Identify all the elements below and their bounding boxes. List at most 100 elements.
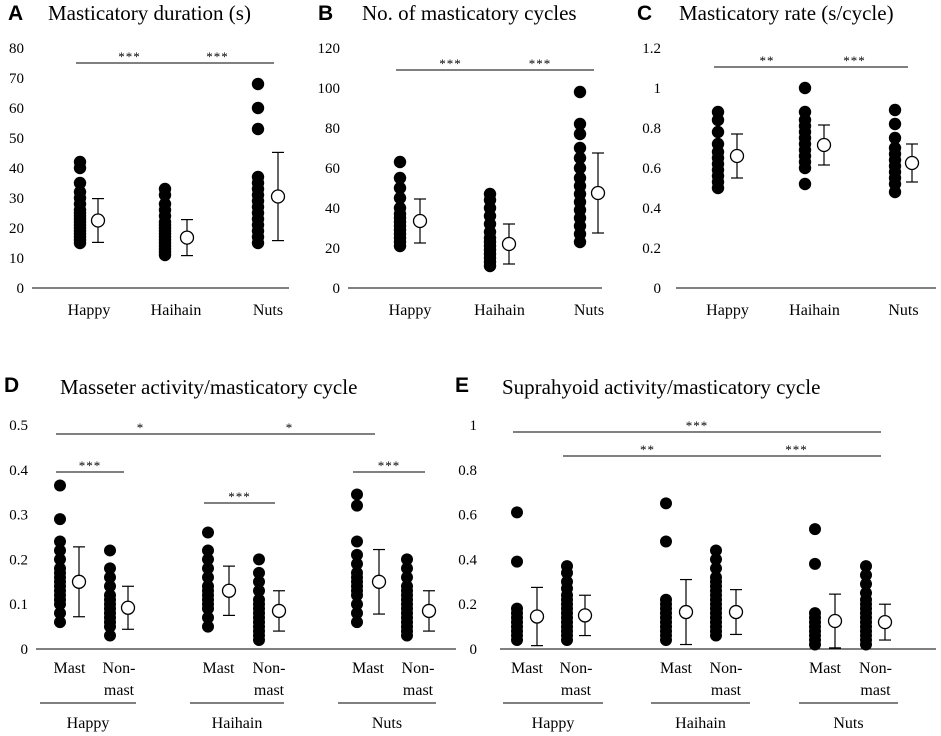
data-point bbox=[711, 105, 725, 119]
category-label: Non-mast bbox=[103, 660, 136, 699]
y-tick-label: 0.2 bbox=[642, 241, 661, 257]
data-point bbox=[711, 137, 725, 151]
data-point bbox=[401, 571, 413, 584]
significance-label: *** bbox=[206, 49, 229, 64]
category-label-line: Non- bbox=[103, 660, 136, 677]
data-point bbox=[351, 598, 363, 611]
data-point bbox=[860, 578, 872, 591]
data-point bbox=[351, 607, 363, 620]
mean-marker bbox=[421, 603, 437, 619]
data-point bbox=[351, 557, 363, 570]
mean-marker bbox=[179, 230, 195, 245]
data-point bbox=[888, 131, 902, 145]
mean-marker bbox=[412, 213, 428, 229]
y-tick-label: 0 bbox=[21, 642, 29, 658]
category-label: Haihain bbox=[474, 302, 525, 319]
mean-marker bbox=[577, 608, 593, 623]
y-tick-label: 0.6 bbox=[458, 508, 477, 524]
panel-label: D bbox=[4, 374, 19, 397]
data-point bbox=[73, 155, 87, 169]
data-point bbox=[73, 185, 87, 199]
y-tick-label: 1 bbox=[654, 81, 662, 97]
mean-marker bbox=[90, 213, 106, 228]
category-label: Mast bbox=[660, 660, 693, 677]
data-point bbox=[351, 616, 363, 629]
y-tick-label: 0 bbox=[654, 281, 662, 297]
data-point bbox=[573, 141, 587, 155]
data-point bbox=[202, 611, 214, 624]
data-point bbox=[401, 562, 413, 575]
data-point bbox=[660, 593, 672, 606]
y-tick-label: 1.2 bbox=[642, 41, 661, 57]
significance-label: * bbox=[286, 420, 294, 435]
category-label: Happy bbox=[706, 302, 749, 319]
category-label-line: Mast bbox=[809, 660, 842, 677]
data-point bbox=[860, 587, 872, 599]
category-label-line: Nuts bbox=[574, 302, 604, 319]
data-point bbox=[860, 569, 872, 582]
mean-marker bbox=[827, 613, 843, 629]
group-label: Nuts bbox=[372, 715, 402, 732]
category-label-line: mast bbox=[104, 682, 135, 699]
significance-label: *** bbox=[529, 56, 552, 71]
category-label-line: Non- bbox=[402, 660, 435, 677]
y-tick-label: 20 bbox=[9, 221, 24, 237]
category-label: Nuts bbox=[574, 302, 604, 319]
panel-label: A bbox=[8, 2, 23, 25]
category-label-line: Haihain bbox=[151, 302, 202, 319]
y-tick-label: 40 bbox=[9, 161, 24, 177]
mean-marker bbox=[816, 137, 832, 153]
group-label: Haihain bbox=[212, 715, 263, 732]
category-label-line: Haihain bbox=[789, 302, 840, 319]
data-point bbox=[393, 171, 407, 185]
y-tick-label: 30 bbox=[9, 191, 24, 207]
data-point bbox=[710, 562, 722, 575]
data-point bbox=[104, 629, 116, 642]
data-point bbox=[511, 602, 523, 615]
significance-label: *** bbox=[785, 442, 808, 457]
y-tick-label: 80 bbox=[325, 121, 340, 137]
data-point bbox=[860, 560, 872, 573]
data-point bbox=[809, 607, 821, 620]
category-label: Haihain bbox=[789, 302, 840, 319]
data-point bbox=[202, 553, 214, 566]
data-point bbox=[573, 85, 587, 99]
data-point bbox=[253, 584, 265, 597]
category-label: Non-mast bbox=[859, 660, 892, 699]
y-tick-label: 0.4 bbox=[642, 201, 661, 217]
y-tick-label: 0.6 bbox=[642, 161, 661, 177]
data-point bbox=[54, 513, 66, 526]
y-tick-label: 120 bbox=[318, 41, 341, 57]
category-label: Non-mast bbox=[402, 660, 435, 699]
category-label-line: Non- bbox=[859, 660, 892, 677]
data-point bbox=[351, 548, 363, 561]
y-tick-label: 0.1 bbox=[9, 597, 28, 613]
data-point bbox=[202, 526, 214, 539]
y-tick-label: 0.8 bbox=[642, 121, 661, 137]
category-label-line: Non- bbox=[253, 660, 286, 677]
significance-label: *** bbox=[118, 49, 141, 64]
data-point bbox=[253, 566, 265, 579]
mean-marker bbox=[590, 185, 606, 201]
category-label-line: Mast bbox=[511, 660, 544, 677]
category-label-line: Happy bbox=[68, 302, 111, 319]
data-point bbox=[710, 544, 722, 557]
y-tick-label: 0.2 bbox=[458, 597, 477, 613]
panel-c: C Masticatory rate (s/cycle) 0 0.2 0.4 0.6 0.8… bbox=[637, 1, 936, 319]
data-point bbox=[253, 553, 265, 566]
significance-label: *** bbox=[79, 458, 102, 473]
panel-title: Masticatory duration (s) bbox=[48, 1, 251, 25]
y-tick-label: 0 bbox=[333, 281, 341, 297]
group-label: Haihain bbox=[675, 715, 726, 732]
data-point bbox=[351, 488, 363, 501]
y-tick-label: 0 bbox=[17, 281, 25, 297]
data-point bbox=[104, 562, 116, 575]
panel-b: B No. of masticatory cycles 0 20 40 60 80 100 12… bbox=[318, 1, 606, 319]
data-point bbox=[158, 197, 172, 211]
data-point bbox=[573, 117, 587, 131]
panel-title: No. of masticatory cycles bbox=[362, 1, 577, 25]
group-label: Happy bbox=[532, 715, 575, 732]
data-point bbox=[54, 607, 66, 620]
y-tick-label: 0.5 bbox=[9, 418, 28, 434]
